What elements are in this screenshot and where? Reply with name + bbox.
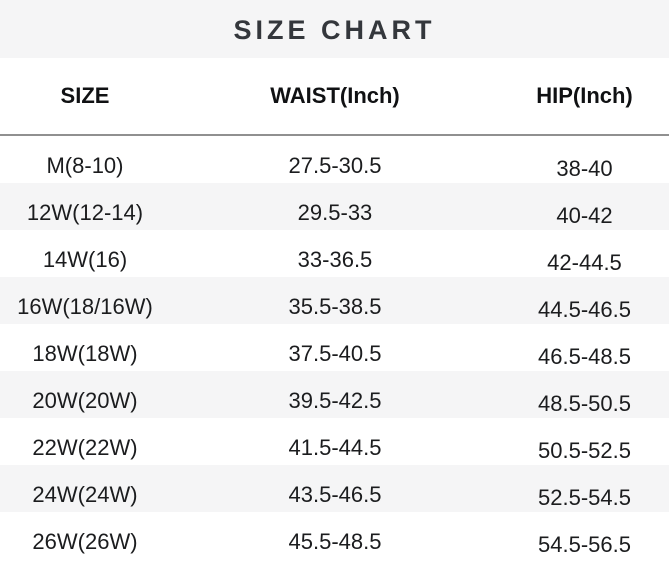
table-row: 24W(24W) 43.5-46.5 52.5-54.5 bbox=[0, 465, 669, 512]
table-header-row: SIZE WAIST(Inch) HIP(Inch) bbox=[0, 58, 669, 134]
cell-size: 20W(20W) bbox=[32, 387, 138, 413]
table-row: 16W(18/16W) 35.5-38.5 44.5-46.5 bbox=[0, 277, 669, 324]
cell-waist: 29.5-33 bbox=[297, 199, 373, 225]
title-band: SIZE CHART bbox=[0, 0, 669, 58]
cell-size: 26W(26W) bbox=[32, 528, 138, 554]
cell-size: 24W(24W) bbox=[32, 481, 138, 507]
cell-size: 12W(12-14) bbox=[26, 199, 144, 225]
cell-hip: 40-42 bbox=[556, 202, 613, 228]
cell-hip: 52.5-54.5 bbox=[538, 484, 631, 510]
cell-size: 18W(18W) bbox=[32, 340, 138, 366]
cell-waist: 37.5-40.5 bbox=[288, 340, 382, 366]
cell-hip: 44.5-46.5 bbox=[538, 296, 631, 322]
table-body: M(8-10) 27.5-30.5 38-40 12W(12-14) 29.5-33 40… bbox=[0, 136, 669, 559]
table-row: 14W(16) 33-36.5 42-44.5 bbox=[0, 230, 669, 277]
cell-hip: 38-40 bbox=[556, 155, 613, 181]
page-title: SIZE CHART bbox=[233, 14, 436, 45]
cell-hip: 50.5-52.5 bbox=[538, 437, 631, 463]
column-header-waist: WAIST(Inch) bbox=[270, 83, 400, 108]
cell-hip: 46.5-48.5 bbox=[538, 343, 631, 369]
table-row: 20W(20W) 39.5-42.5 48.5-50.5 bbox=[0, 371, 669, 418]
cell-waist: 33-36.5 bbox=[297, 246, 373, 272]
table-row: M(8-10) 27.5-30.5 38-40 bbox=[0, 136, 669, 183]
cell-waist: 35.5-38.5 bbox=[288, 293, 382, 319]
cell-size: 16W(18/16W) bbox=[17, 293, 153, 319]
table-row: 22W(22W) 41.5-44.5 50.5-52.5 bbox=[0, 418, 669, 465]
column-header-hip: HIP(Inch) bbox=[536, 83, 633, 108]
table-row: 12W(12-14) 29.5-33 40-42 bbox=[0, 183, 669, 230]
cell-hip: 42-44.5 bbox=[547, 249, 622, 275]
cell-hip: 54.5-56.5 bbox=[538, 531, 631, 557]
cell-waist: 45.5-48.5 bbox=[288, 528, 382, 554]
table-row: 26W(26W) 45.5-48.5 54.5-56.5 bbox=[0, 512, 669, 559]
cell-size: M(8-10) bbox=[46, 152, 124, 178]
cell-hip: 48.5-50.5 bbox=[538, 390, 631, 416]
header-divider bbox=[0, 134, 669, 136]
cell-size: 14W(16) bbox=[42, 246, 128, 272]
cell-waist: 41.5-44.5 bbox=[288, 434, 382, 460]
column-header-size: SIZE bbox=[60, 83, 110, 108]
cell-size: 22W(22W) bbox=[32, 434, 138, 460]
cell-waist: 39.5-42.5 bbox=[288, 387, 382, 413]
table-row: 18W(18W) 37.5-40.5 46.5-48.5 bbox=[0, 324, 669, 371]
cell-waist: 27.5-30.5 bbox=[288, 152, 382, 178]
cell-waist: 43.5-46.5 bbox=[288, 481, 382, 507]
